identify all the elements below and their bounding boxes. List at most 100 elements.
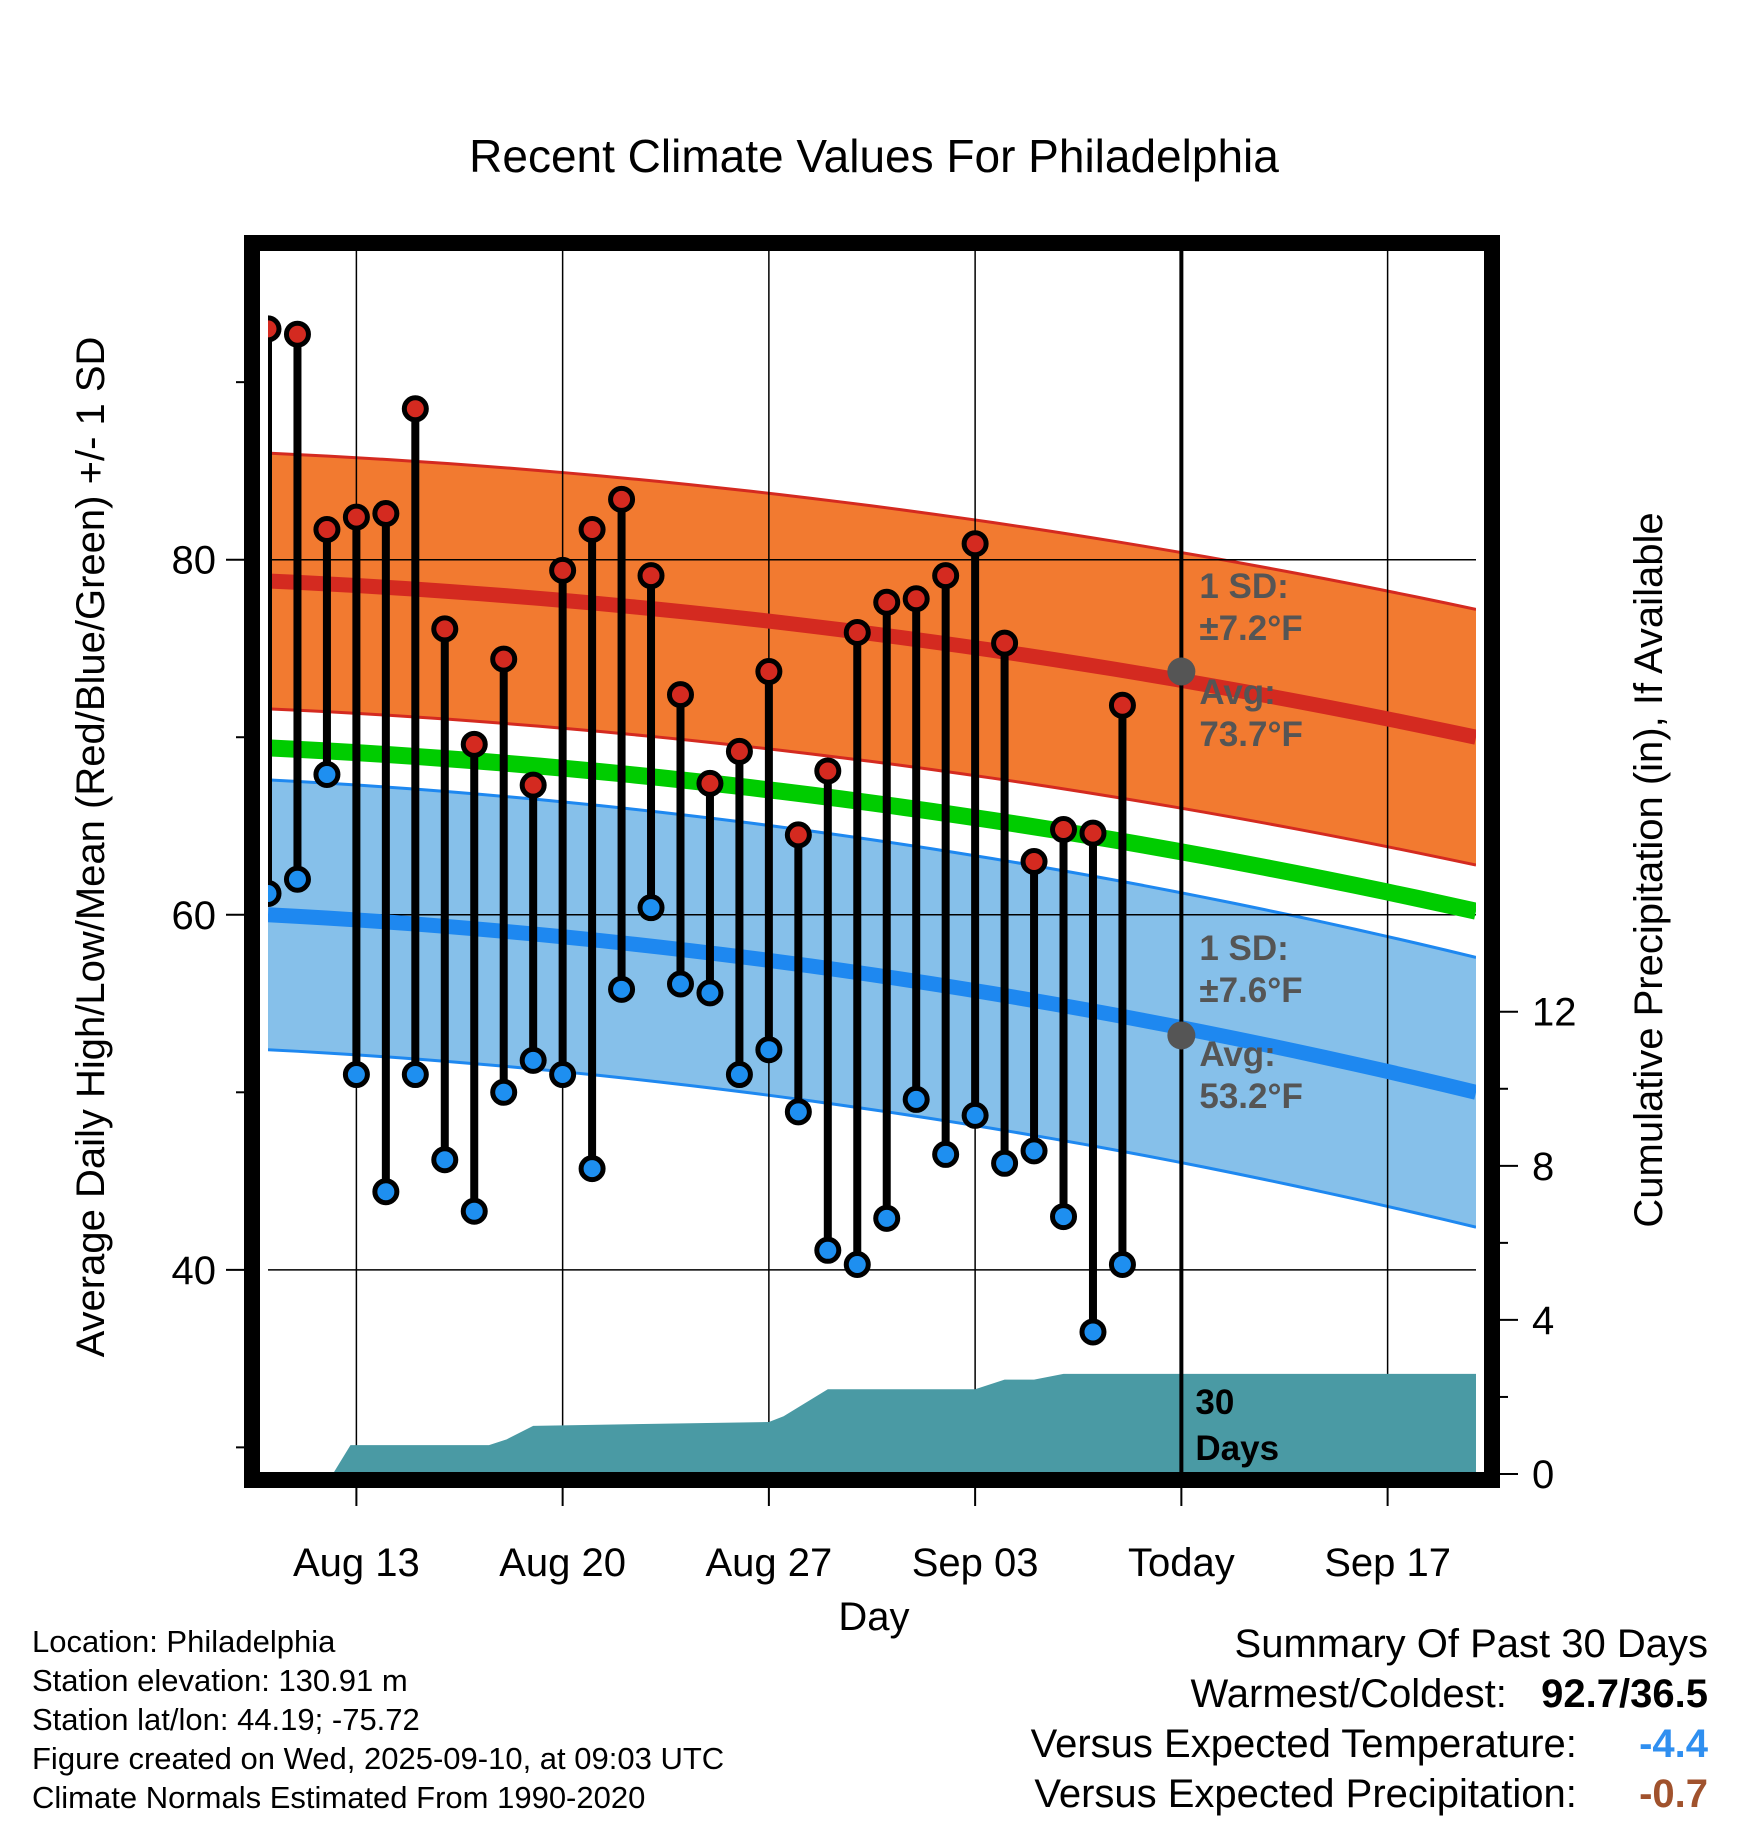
high-temp-point — [696, 769, 724, 797]
high-temp-point — [991, 629, 1019, 657]
y-axis-label: Average Daily High/Low/Mean (Red/Blue/Gr… — [69, 337, 113, 1358]
summary-panel: Summary Of Past 30 Days Warmest/Coldest:… — [1031, 1619, 1708, 1819]
x-tick-label: Aug 27 — [705, 1541, 832, 1585]
low-temp-point — [637, 894, 665, 922]
high-temp-point — [490, 645, 518, 673]
low-temp-point — [313, 761, 341, 789]
x-tick-label: Aug 20 — [499, 1541, 626, 1585]
low-temp-point — [784, 1098, 812, 1126]
summary-precip-row: Versus Expected Precipitation: -0.7 — [1031, 1769, 1708, 1819]
elevation-text: Station elevation: 130.91 m — [32, 1663, 408, 1698]
precip-area — [332, 1373, 1476, 1474]
today-low-marker — [1167, 1021, 1196, 1050]
normal-high-band-lower — [268, 707, 1476, 867]
latlon-text: Station lat/lon: 44.19; -75.72 — [32, 1702, 420, 1737]
low-temp-point — [666, 970, 694, 998]
high-temp-point — [342, 503, 370, 531]
plot-inner — [268, 249, 1476, 1474]
high-temp-point — [1050, 816, 1078, 844]
x-tick-label: Sep 03 — [912, 1541, 1039, 1585]
high-temp-point — [637, 562, 665, 590]
low-temp-point — [961, 1101, 989, 1129]
low-sd-value: ±7.6°F — [1199, 971, 1302, 1010]
high-temp-point — [549, 556, 577, 584]
low-temp-point — [549, 1061, 577, 1089]
high-temp-point — [372, 500, 400, 528]
normal-low-line — [268, 907, 1476, 1100]
y-tick-label: 40 — [172, 1249, 217, 1293]
low-temp-point — [843, 1251, 871, 1279]
high-temp-point — [843, 618, 871, 646]
low-temp-point — [372, 1178, 400, 1206]
y-tick-label: 60 — [172, 894, 217, 938]
high-temp-point — [283, 320, 311, 348]
high-avg-label: Avg: — [1199, 673, 1275, 712]
high-temp-point — [268, 315, 282, 343]
summary-title: Summary Of Past 30 Days — [1234, 1622, 1708, 1666]
warmest-value: 92.7/36.5 — [1541, 1672, 1708, 1716]
high-temp-point — [401, 395, 429, 423]
y2-tick-label: 8 — [1532, 1145, 1554, 1189]
normal-low-band-lower — [268, 1048, 1476, 1229]
high-temp-point — [1108, 691, 1136, 719]
low-temp-point — [401, 1061, 429, 1089]
high-temp-point — [519, 771, 547, 799]
low-temp-point — [755, 1036, 783, 1064]
low-temp-point — [460, 1197, 488, 1225]
low-sd-label: 1 SD: — [1199, 929, 1288, 968]
y2-tick-label: 12 — [1532, 991, 1577, 1035]
high-sd-label: 1 SD: — [1199, 567, 1288, 606]
normal-high-line — [268, 573, 1476, 745]
normal-high-band-upper — [268, 451, 1476, 611]
created-text: Figure created on Wed, 2025-09-10, at 09… — [32, 1741, 725, 1776]
low-temp-point — [1020, 1137, 1048, 1165]
summary-warmest-row: Warmest/Coldest: 92.7/36.5 — [1031, 1669, 1709, 1719]
high-temp-point — [666, 681, 694, 709]
normal-mean-line — [268, 739, 1476, 920]
high-temp-point — [814, 757, 842, 785]
low-temp-point — [519, 1046, 547, 1074]
temp-label: Versus Expected Temperature: — [1030, 1722, 1577, 1766]
low-temp-point — [1050, 1203, 1078, 1231]
high-avg-value: 73.7°F — [1199, 715, 1303, 754]
x-tick-label: Sep 17 — [1324, 1541, 1451, 1585]
x-tick-label: Aug 13 — [293, 1541, 420, 1585]
low-temp-point — [490, 1078, 518, 1106]
low-temp-point — [725, 1061, 753, 1089]
low-temp-point — [342, 1061, 370, 1089]
low-temp-point — [608, 975, 636, 1003]
low-temp-point — [1108, 1251, 1136, 1279]
low-temp-point — [902, 1085, 930, 1113]
normals-text: Climate Normals Estimated From 1990-2020 — [32, 1780, 646, 1815]
high-temp-point — [431, 615, 459, 643]
high-temp-point — [784, 821, 812, 849]
high-sd-value: ±7.2°F — [1199, 609, 1302, 648]
high-temp-point — [1020, 848, 1048, 875]
high-temp-point — [725, 737, 753, 765]
precip-days-label: Days — [1195, 1429, 1279, 1468]
low-temp-point — [1079, 1318, 1107, 1346]
warmest-label: Warmest/Coldest: — [1190, 1672, 1507, 1716]
low-temp-point — [696, 979, 724, 1007]
y-tick-label: 80 — [172, 539, 217, 583]
plot-frame — [244, 235, 1500, 1488]
low-temp-point — [268, 879, 282, 907]
high-temp-point — [873, 588, 901, 616]
location-text: Location: Philadelphia — [32, 1624, 336, 1659]
precip-value: -0.7 — [1639, 1772, 1708, 1816]
today-high-marker — [1167, 657, 1196, 686]
normal-high-band — [268, 453, 1476, 866]
precip-label: Versus Expected Precipitation: — [1034, 1772, 1577, 1816]
y2-tick-label: 0 — [1532, 1453, 1554, 1497]
low-temp-point — [991, 1149, 1019, 1177]
high-temp-point — [1079, 819, 1107, 847]
high-temp-point — [608, 485, 636, 513]
low-temp-point — [814, 1236, 842, 1264]
high-temp-point — [902, 585, 930, 613]
summary-temp-row: Versus Expected Temperature: -4.4 — [1031, 1719, 1708, 1769]
chart-title: Recent Climate Values For Philadelphia — [469, 130, 1279, 182]
precip-days-number: 30 — [1195, 1383, 1234, 1422]
low-temp-point — [873, 1204, 901, 1232]
temp-value: -4.4 — [1639, 1722, 1708, 1766]
